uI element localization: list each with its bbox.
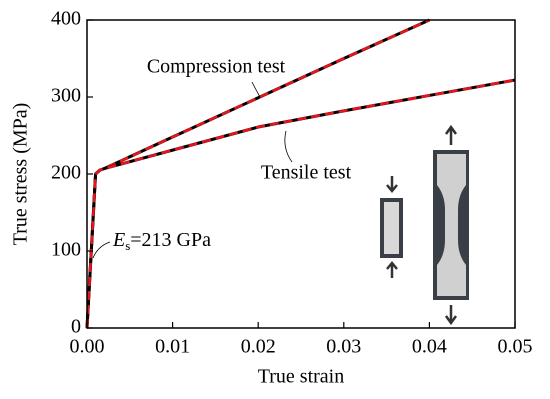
x-tick-label: 0.01 [155, 336, 190, 358]
x-axis-label: True strain [258, 366, 344, 388]
leader-line [284, 130, 293, 163]
y-axis-label: True stress (MPa) [10, 103, 32, 246]
y-tick-label: 100 [51, 239, 81, 261]
annotation-subscript: s [125, 238, 130, 253]
annotation-text: =213 GPa [130, 229, 211, 251]
y-tick-label: 200 [51, 162, 81, 184]
series-label: Compression test [147, 56, 286, 78]
specimen-tensile [433, 124, 469, 326]
plot-area [85, 18, 516, 329]
series-label: Tensile test [261, 162, 352, 184]
leader-line [92, 241, 111, 259]
annotation: Es=213 GPa [112, 229, 211, 253]
annotation-symbol: E [112, 229, 125, 251]
x-tick-label: 0.03 [326, 336, 361, 358]
x-tick-label: 0.05 [498, 336, 533, 358]
x-tick-label: 0.02 [241, 336, 276, 358]
y-tick-label: 300 [51, 85, 81, 107]
specimen-compression [380, 176, 403, 278]
series-line [85, 78, 516, 329]
x-tick-label: 0.04 [412, 336, 447, 358]
y-tick-label: 0 [71, 316, 81, 338]
x-tick-label: 0.00 [70, 336, 105, 358]
leader-line [251, 81, 261, 98]
y-tick-label: 400 [51, 8, 81, 30]
